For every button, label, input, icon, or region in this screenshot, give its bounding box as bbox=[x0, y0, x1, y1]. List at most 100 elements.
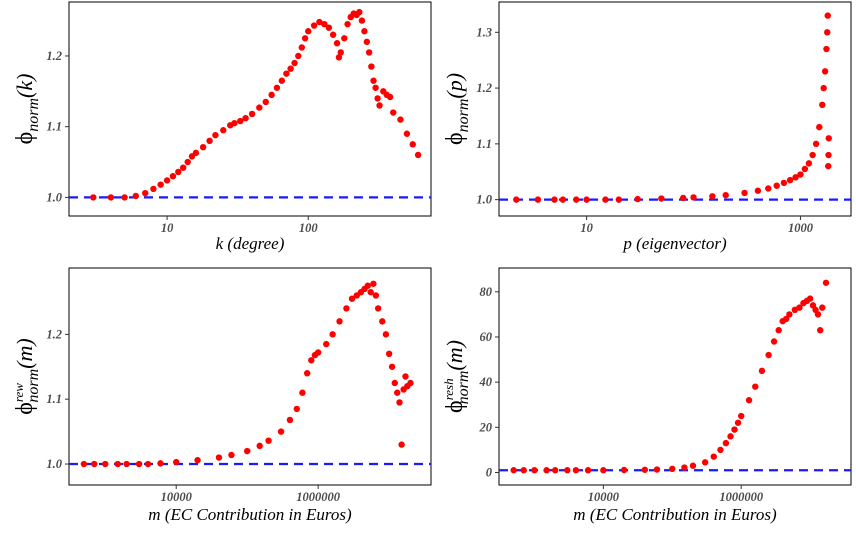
data-point bbox=[243, 447, 251, 455]
data-point bbox=[231, 119, 238, 127]
data-point bbox=[361, 28, 368, 35]
x-axis-label: k (degree) bbox=[216, 234, 285, 253]
data-point bbox=[242, 114, 249, 122]
data-point bbox=[335, 54, 343, 61]
data-point bbox=[737, 412, 745, 420]
data-point bbox=[414, 151, 422, 159]
data-point bbox=[314, 349, 322, 356]
x-tick-label: 10 bbox=[161, 221, 174, 235]
data-point bbox=[348, 295, 356, 302]
data-point bbox=[341, 35, 348, 42]
y-axis-label: ϕnorm(p) bbox=[442, 73, 472, 145]
data-point bbox=[382, 331, 390, 338]
data-point bbox=[262, 98, 269, 106]
chart-panel: 10000 1000000 0 20 40 60 80 m (EC Contribution … bbox=[441, 267, 852, 524]
data-point bbox=[710, 453, 717, 460]
y-tick-label: 1.0 bbox=[476, 193, 492, 207]
data-point bbox=[551, 467, 559, 474]
x-axis-label: m (EC Contribution in Euros) bbox=[148, 505, 352, 524]
data-point bbox=[397, 116, 404, 123]
data-point bbox=[376, 102, 383, 109]
plot-frame bbox=[68, 1, 432, 217]
chart-panel: 10 1000 1.0 1.1 1.2 1.3 p (eigenvector) ϕnorm(p… bbox=[442, 1, 852, 253]
data-point bbox=[391, 379, 398, 387]
data-point bbox=[215, 454, 223, 461]
plot-frame bbox=[498, 1, 852, 217]
data-point bbox=[256, 442, 263, 450]
data-point bbox=[175, 168, 182, 176]
data-point bbox=[329, 31, 337, 38]
data-point bbox=[277, 428, 285, 435]
data-point bbox=[237, 117, 244, 125]
data-point bbox=[91, 460, 98, 468]
data-point bbox=[90, 194, 97, 201]
y-tick-label: 1.0 bbox=[46, 190, 62, 204]
data-point bbox=[192, 149, 200, 157]
data-point bbox=[559, 196, 567, 203]
data-point bbox=[283, 70, 290, 77]
data-point bbox=[573, 196, 580, 203]
data-point bbox=[333, 40, 341, 47]
x-tick-label: 1000000 bbox=[296, 490, 341, 504]
data-point bbox=[385, 350, 393, 358]
data-point bbox=[301, 35, 309, 42]
data-point bbox=[824, 12, 831, 19]
data-point bbox=[372, 84, 379, 91]
data-point bbox=[374, 95, 381, 102]
data-point bbox=[199, 143, 207, 151]
data-point bbox=[689, 462, 697, 469]
data-point bbox=[248, 110, 256, 118]
data-point bbox=[394, 389, 401, 396]
data-point bbox=[701, 459, 709, 466]
data-point bbox=[363, 38, 371, 46]
data-point bbox=[114, 460, 121, 468]
data-point bbox=[325, 24, 333, 31]
data-point bbox=[819, 101, 826, 109]
y-tick-label: 1.2 bbox=[476, 81, 492, 95]
data-point bbox=[132, 192, 139, 200]
data-point bbox=[184, 158, 191, 166]
data-point bbox=[336, 318, 343, 325]
data-point bbox=[310, 22, 318, 29]
data-point bbox=[520, 467, 527, 474]
data-point bbox=[816, 327, 824, 334]
data-point bbox=[669, 465, 676, 473]
data-point bbox=[717, 446, 724, 454]
data-point bbox=[780, 179, 788, 187]
data-point bbox=[343, 305, 350, 312]
data-point bbox=[344, 20, 351, 28]
x-axis-label: p (eigenvector) bbox=[622, 234, 727, 253]
data-point bbox=[305, 28, 312, 35]
data-point bbox=[374, 305, 382, 312]
data-point bbox=[690, 194, 697, 201]
data-point bbox=[543, 467, 550, 474]
data-point bbox=[107, 194, 115, 201]
data-point bbox=[157, 181, 164, 188]
data-point bbox=[370, 280, 377, 287]
data-point bbox=[356, 8, 363, 16]
data-point bbox=[822, 279, 830, 286]
data-point bbox=[173, 458, 180, 466]
data-point bbox=[365, 49, 373, 56]
data-point bbox=[773, 182, 780, 189]
y-tick-label: 1.1 bbox=[46, 120, 62, 134]
y-tick-label: 80 bbox=[480, 285, 493, 299]
y-axis-label: ϕnorm(k) bbox=[12, 74, 42, 145]
data-point bbox=[634, 195, 641, 203]
y-tick-label: 1.1 bbox=[46, 392, 62, 406]
data-point bbox=[403, 130, 411, 137]
data-point bbox=[194, 456, 201, 464]
data-point bbox=[295, 52, 302, 60]
y-tick-label: 1.1 bbox=[476, 137, 492, 151]
data-point bbox=[727, 433, 734, 440]
x-tick-label: 10000 bbox=[588, 490, 620, 504]
data-point bbox=[291, 59, 298, 67]
data-point bbox=[765, 351, 772, 359]
data-point bbox=[398, 441, 405, 448]
data-point bbox=[797, 171, 804, 178]
x-axis-label: m (EC Contribution in Euros) bbox=[573, 505, 777, 524]
data-point bbox=[731, 426, 738, 433]
data-point bbox=[388, 363, 396, 370]
data-point bbox=[372, 292, 380, 299]
data-point bbox=[814, 311, 822, 318]
